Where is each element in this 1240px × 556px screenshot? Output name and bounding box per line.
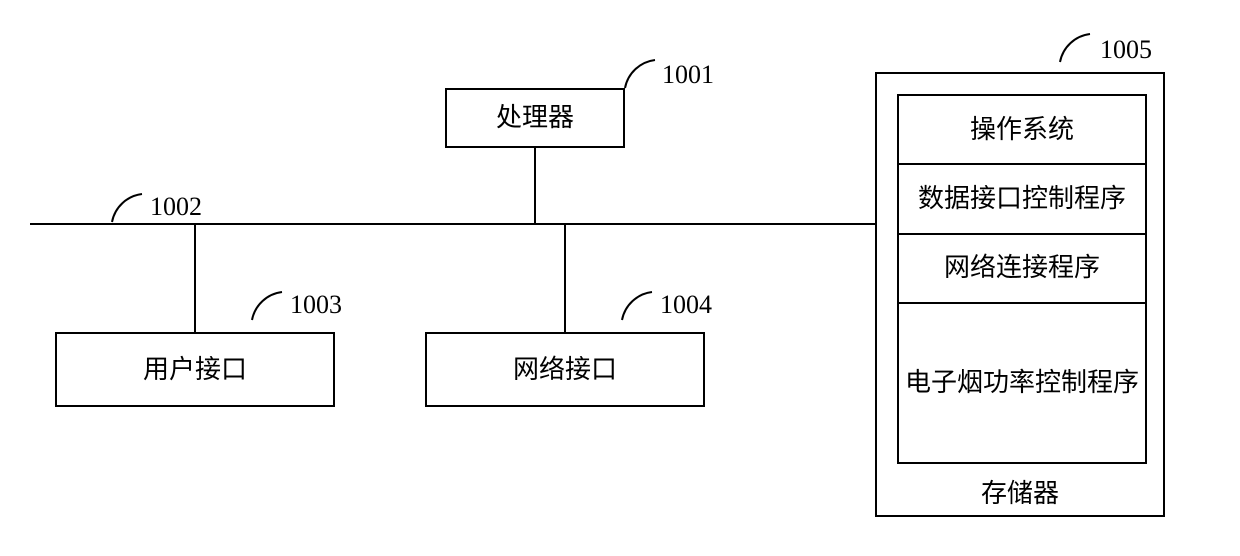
- network-interface-label: 网络接口: [509, 353, 621, 387]
- memory-item-net-conn: 网络连接程序: [899, 235, 1145, 304]
- processor-block: 处理器: [445, 88, 625, 148]
- ref-1004: 1004: [660, 290, 712, 320]
- memory-item-data-if-label: 数据接口控制程序: [914, 182, 1130, 216]
- memory-caption: 存储器: [877, 477, 1163, 511]
- memory-item-os: 操作系统: [899, 96, 1145, 165]
- ref-1003: 1003: [290, 290, 342, 320]
- ref-1001: 1001: [662, 60, 714, 90]
- user-interface-block: 用户接口: [55, 332, 335, 407]
- memory-block: 操作系统 数据接口控制程序 网络连接程序 电子烟功率控制程序 存储器: [875, 72, 1165, 517]
- ref-1005: 1005: [1100, 35, 1152, 65]
- user-interface-label: 用户接口: [139, 353, 251, 387]
- memory-contents: 操作系统 数据接口控制程序 网络连接程序 电子烟功率控制程序: [897, 94, 1147, 464]
- memory-item-data-if: 数据接口控制程序: [899, 165, 1145, 234]
- processor-label: 处理器: [492, 101, 578, 135]
- network-interface-block: 网络接口: [425, 332, 705, 407]
- ref-1002: 1002: [150, 192, 202, 222]
- memory-item-os-label: 操作系统: [966, 113, 1078, 147]
- memory-item-net-conn-label: 网络连接程序: [940, 251, 1104, 285]
- memory-item-ecig-power: 电子烟功率控制程序: [899, 304, 1145, 462]
- memory-item-ecig-power-label: 电子烟功率控制程序: [901, 366, 1143, 400]
